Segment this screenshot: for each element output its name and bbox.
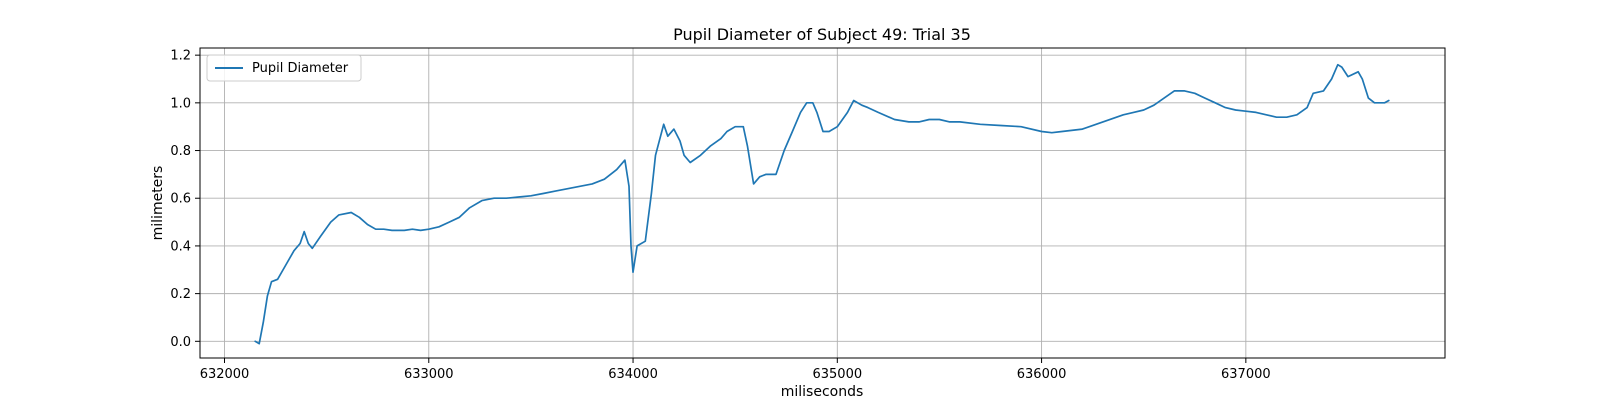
y-tick-label: 0.2 (170, 287, 191, 302)
x-axis-ticks: 632000 633000 634000 635000 636000 637000 (200, 358, 1271, 382)
y-tick-label: 1.2 (170, 49, 191, 64)
series-line-pupil-diameter (254, 63, 1390, 345)
x-tick-label: 635000 (812, 367, 862, 382)
chart-title: Pupil Diameter of Subject 49: Trial 35 (673, 25, 971, 44)
y-tick-label: 0.6 (170, 192, 191, 207)
y-tick-label: 0.4 (170, 239, 191, 254)
y-tick-label: 1.0 (170, 96, 191, 111)
x-tick-label: 632000 (200, 367, 250, 382)
grid (200, 48, 1445, 358)
y-tick-label: 0.8 (170, 144, 191, 159)
y-axis-label: milimeters (150, 166, 166, 241)
y-axis-ticks: 0.0 0.2 0.4 0.6 0.8 1.0 1.2 (170, 49, 200, 350)
y-tick-label: 0.0 (170, 335, 191, 350)
series-layer (254, 63, 1390, 345)
x-axis-label: miliseconds (781, 384, 864, 400)
x-tick-label: 636000 (1017, 367, 1067, 382)
x-tick-label: 634000 (608, 367, 658, 382)
legend-box (206, 54, 362, 82)
legend: Pupil Diameter (206, 54, 362, 82)
x-tick-label: 633000 (404, 367, 454, 382)
plot-frame (199, 47, 1446, 359)
legend-label: Pupil Diameter (252, 61, 349, 76)
x-tick-label: 637000 (1221, 367, 1271, 382)
